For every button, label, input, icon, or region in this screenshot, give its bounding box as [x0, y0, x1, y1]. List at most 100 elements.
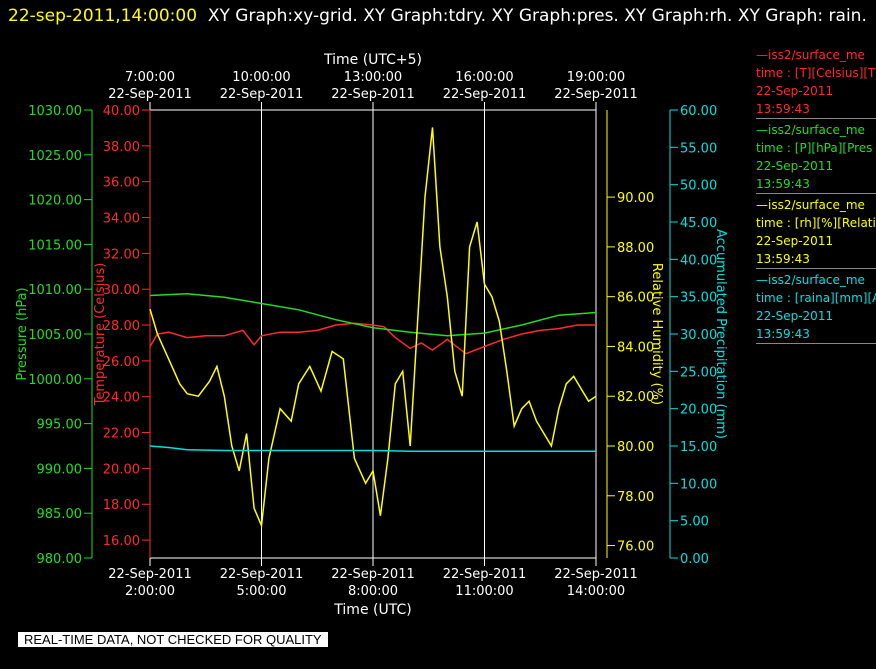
legend-date: 22-Sep-2011	[756, 234, 834, 248]
x-tick-date: 22-Sep-2011	[443, 567, 527, 582]
precip-tick-label: 30.00	[680, 328, 717, 343]
precip-tick-label: 45.00	[680, 216, 717, 231]
legend-name: —iss2/surface_me	[756, 198, 865, 212]
x-tick-date: 22-Sep-2011	[554, 567, 638, 582]
pressure-tick-label: 990.00	[37, 462, 83, 477]
precip-tick-label: 5.00	[680, 515, 709, 530]
legend-time: 13:59:43	[756, 177, 810, 191]
x-top-tick-time: 16:00:00	[455, 70, 513, 85]
humidity-axis-label: Relative Humidity (%)	[649, 263, 664, 405]
precip-tick-label: 50.00	[680, 179, 717, 194]
header-timestamp: 22-sep-2011,14:00:00	[8, 6, 198, 26]
pressure-tick-label: 1030.00	[28, 104, 82, 119]
pressure-tick-label: 1005.00	[28, 328, 82, 343]
precip-tick-label: 0.00	[680, 552, 709, 567]
series-pressure	[149, 292, 597, 337]
series-precipitation	[149, 445, 596, 452]
x-top-tick-date: 22-Sep-2011	[331, 87, 415, 102]
legend-line2: time : [P][hPa][Pres	[756, 141, 873, 155]
legend-name: —iss2/surface_me	[756, 123, 865, 137]
x-tick-time: 14:00:00	[567, 584, 625, 599]
x-tick-date: 22-Sep-2011	[108, 567, 192, 582]
header-titles: XY Graph:xy-grid. XY Graph:tdry. XY Grap…	[207, 6, 867, 26]
x-top-tick-time: 10:00:00	[232, 70, 290, 85]
humidity-tick-label: 76.00	[617, 540, 654, 555]
precip-tick-label: 40.00	[680, 253, 717, 268]
temperature-tick-label: 26.00	[103, 355, 140, 370]
temperature-tick-label: 36.00	[103, 176, 140, 191]
pressure-axis-label: Pressure (hPa)	[15, 287, 30, 380]
legend: —iss2/surface_me time : [T][Celsius][T 22-…	[756, 46, 876, 346]
pressure-tick-label: 985.00	[37, 507, 83, 522]
legend-line2: time : [T][Celsius][T	[756, 66, 876, 80]
temperature-tick-label: 40.00	[103, 104, 140, 119]
temperature-axis-label: Temperature (Celsius)	[93, 263, 108, 407]
legend-line2: time : [raina][mm][A	[756, 291, 876, 305]
humidity-tick-label: 78.00	[617, 490, 654, 505]
x-axis-label: Time (UTC)	[333, 602, 411, 618]
x-top-tick-date: 22-Sep-2011	[108, 87, 192, 102]
x-top-tick-time: 19:00:00	[567, 70, 625, 85]
temperature-tick-label: 32.00	[103, 247, 140, 262]
legend-date: 22-Sep-2011	[756, 309, 834, 323]
humidity-tick-label: 88.00	[617, 241, 654, 256]
disclaimer: REAL-TIME DATA, NOT CHECKED FOR QUALITY	[18, 632, 328, 647]
x-tick-date: 22-Sep-2011	[331, 567, 415, 582]
legend-date: 22-Sep-2011	[756, 84, 834, 98]
humidity-tick-label: 82.00	[617, 390, 654, 405]
temperature-tick-label: 30.00	[103, 283, 140, 298]
legend-name: —iss2/surface_me	[756, 273, 865, 287]
x-tick-date: 22-Sep-2011	[220, 567, 304, 582]
pressure-tick-label: 980.00	[37, 552, 83, 567]
precip-tick-label: 60.00	[680, 104, 717, 119]
series-humidity	[149, 127, 597, 529]
pressure-tick-label: 995.00	[37, 418, 83, 433]
humidity-tick-label: 86.00	[617, 291, 654, 306]
pressure-tick-label: 1000.00	[28, 373, 82, 388]
precip-tick-label: 20.00	[680, 403, 717, 418]
x-top-tick-date: 22-Sep-2011	[220, 87, 304, 102]
temperature-tick-label: 20.00	[103, 462, 140, 477]
legend-time: 13:59:43	[756, 252, 810, 266]
humidity-tick-label: 84.00	[617, 340, 654, 355]
legend-time: 13:59:43	[756, 102, 810, 116]
temperature-tick-label: 18.00	[103, 498, 140, 513]
x-tick-time: 8:00:00	[348, 584, 398, 599]
x-tick-time: 5:00:00	[236, 584, 286, 599]
x-tick-time: 2:00:00	[125, 584, 175, 599]
precip-tick-label: 55.00	[680, 141, 717, 156]
humidity-tick-label: 90.00	[617, 191, 654, 206]
pressure-tick-label: 1015.00	[28, 238, 82, 253]
legend-name: —iss2/surface_me	[756, 48, 865, 62]
legend-time: 13:59:43	[756, 327, 810, 341]
temperature-tick-label: 34.00	[103, 212, 140, 227]
x-top-tick-time: 7:00:00	[125, 70, 175, 85]
series-temperature	[149, 322, 596, 355]
precip-tick-label: 25.00	[680, 365, 717, 380]
pressure-tick-label: 1025.00	[28, 149, 82, 164]
pressure-tick-label: 1020.00	[28, 194, 82, 209]
legend-date: 22-Sep-2011	[756, 159, 834, 173]
plot-border	[149, 109, 597, 559]
x-tick-time: 11:00:00	[455, 584, 513, 599]
x-top-tick-time: 13:00:00	[344, 70, 402, 85]
x-top-axis-label: Time (UTC+5)	[323, 52, 422, 68]
temperature-tick-label: 22.00	[103, 427, 140, 442]
precip-tick-label: 15.00	[680, 440, 717, 455]
precip-tick-label: 35.00	[680, 291, 717, 306]
humidity-tick-label: 80.00	[617, 440, 654, 455]
x-top-tick-date: 22-Sep-2011	[443, 87, 527, 102]
precip-tick-label: 10.00	[680, 477, 717, 492]
precip-axis-label: Accumulated Precipitation (mm)	[713, 229, 728, 439]
temperature-tick-label: 24.00	[103, 391, 140, 406]
header: 22-sep-2011,14:00:00 XY Graph:xy-grid. X…	[8, 2, 868, 31]
legend-line2: time : [rh][%][Relati	[756, 216, 876, 230]
x-top-tick-date: 22-Sep-2011	[554, 87, 638, 102]
temperature-tick-label: 38.00	[103, 140, 140, 155]
pressure-tick-label: 1010.00	[28, 283, 82, 298]
